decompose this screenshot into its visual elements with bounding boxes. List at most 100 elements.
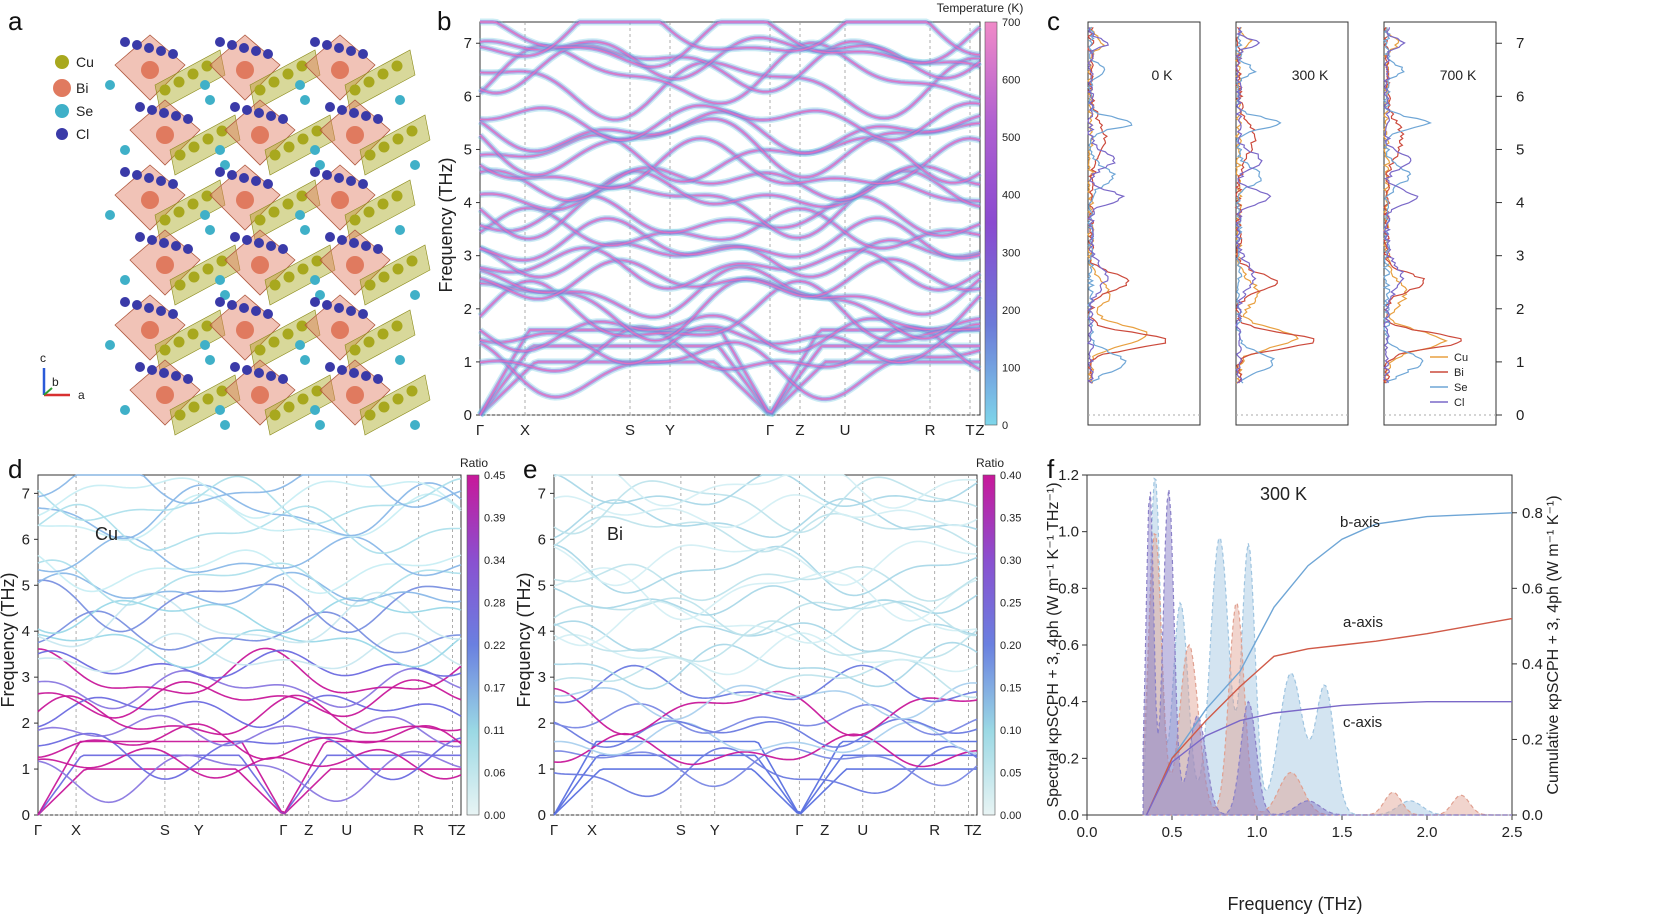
cl-atom [337, 365, 347, 375]
cu-atom [173, 336, 185, 348]
cl-atom [266, 371, 276, 381]
dos-curve-cu [1383, 26, 1448, 384]
dos-curve-cl [1382, 27, 1419, 384]
axis-b-arrow [43, 387, 53, 396]
ytick-label: 5 [22, 577, 30, 594]
panel-b-colorbar: 700 600 500 400 300 200 100 0 [984, 17, 1020, 432]
cu-atom [364, 149, 376, 161]
colorbar-tick: 0.10 [1000, 725, 1021, 737]
band-line [479, 341, 981, 400]
cl-atom [227, 300, 237, 310]
kpoint-label: X [520, 422, 530, 439]
cu-atom [283, 141, 295, 153]
cl-atom [230, 362, 240, 372]
dos-curve-bi [1234, 26, 1315, 384]
band-line [37, 629, 462, 669]
colorbar-tick: 0.40 [1000, 470, 1021, 482]
cu-atom [378, 401, 390, 413]
ytick-label: 0 [464, 407, 472, 424]
legend-cl-label: Cl [76, 126, 89, 142]
kpoint-label: U [341, 822, 352, 839]
kpoint-label: Z [820, 822, 829, 839]
xtick-label: 1.0 [1247, 824, 1268, 841]
band-line [37, 750, 462, 804]
se-atom [205, 225, 215, 235]
cu-atom [391, 190, 403, 202]
cl-atom [254, 368, 264, 378]
kpoint-label: T [448, 822, 457, 839]
band-line [553, 746, 978, 788]
band-line [479, 194, 981, 237]
colorbar-tick: 0.15 [1000, 683, 1021, 695]
ytick-label: 2 [22, 715, 30, 732]
cu-atom [392, 393, 404, 405]
legend-cl-dot [56, 128, 68, 140]
dos-temperature-label: 700 K [1440, 67, 1477, 83]
cl-atom [334, 43, 344, 53]
bi-atom [346, 256, 364, 274]
se-atom [220, 290, 230, 300]
band-line [479, 207, 981, 249]
cu-atom [363, 336, 375, 348]
cu-atom [216, 385, 228, 397]
cu-atom [282, 68, 294, 80]
se-atom [215, 405, 225, 415]
ytick-label: 2 [1516, 301, 1524, 318]
band-line [553, 620, 978, 653]
cl-atom [156, 46, 166, 56]
band-line [479, 21, 981, 57]
cu-atom [296, 60, 308, 72]
panel-e-colorbar: 0.40 0.35 0.30 0.25 0.20 0.15 0.10 0.05 0.00 [982, 470, 1021, 822]
cu-atom [269, 409, 281, 421]
cu-atom [254, 84, 266, 96]
xtick-label: 2.0 [1417, 824, 1438, 841]
cl-atom [310, 167, 320, 177]
cl-atom [263, 179, 273, 189]
cl-atom [358, 179, 368, 189]
cl-atom [227, 170, 237, 180]
cl-atom [325, 362, 335, 372]
cl-atom [266, 241, 276, 251]
cu-atom [377, 198, 389, 210]
series-label-a-axis: a-axis [1343, 614, 1383, 631]
bi-atom [251, 126, 269, 144]
cu-atom [216, 255, 228, 267]
legend-bi-dot [53, 79, 71, 97]
ytick-label: 4 [22, 623, 30, 640]
se-atom [315, 160, 325, 170]
band-line [553, 498, 978, 539]
se-atom [105, 340, 115, 350]
bi-atom [331, 191, 349, 209]
band-line [37, 632, 462, 673]
cl-atom [334, 173, 344, 183]
ytick-label: 7 [1516, 35, 1524, 52]
cu-atom [254, 214, 266, 226]
cl-atom [168, 49, 178, 59]
se-atom [310, 275, 320, 285]
band-line [479, 57, 981, 121]
panel-e-annotation: Bi [607, 524, 623, 544]
cl-atom [278, 114, 288, 124]
ytick-left-label: 1.0 [1058, 524, 1079, 541]
se-atom [295, 340, 305, 350]
kpoint-label: X [71, 822, 81, 839]
colorbar-tick: 0.00 [1000, 810, 1021, 822]
cu-atom [188, 141, 200, 153]
cl-atom [322, 170, 332, 180]
dos-legend-label: Cu [1454, 352, 1468, 364]
cl-atom [337, 105, 347, 115]
band-line [479, 258, 981, 300]
band-line [37, 723, 462, 760]
cl-atom [120, 37, 130, 47]
cu-atom [311, 385, 323, 397]
cumulative-b-axis [1145, 512, 1513, 816]
panel-f-ylabel-right: Cumulative κpSCPH + 3, 4ph (W m⁻¹ K⁻¹) [1545, 495, 1562, 794]
ytick-label: 3 [538, 669, 546, 686]
se-atom [395, 95, 405, 105]
kpoint-label: U [840, 422, 851, 439]
kpoint-label: S [625, 422, 635, 439]
cl-atom [322, 40, 332, 50]
se-atom [105, 80, 115, 90]
cl-atom [183, 114, 193, 124]
